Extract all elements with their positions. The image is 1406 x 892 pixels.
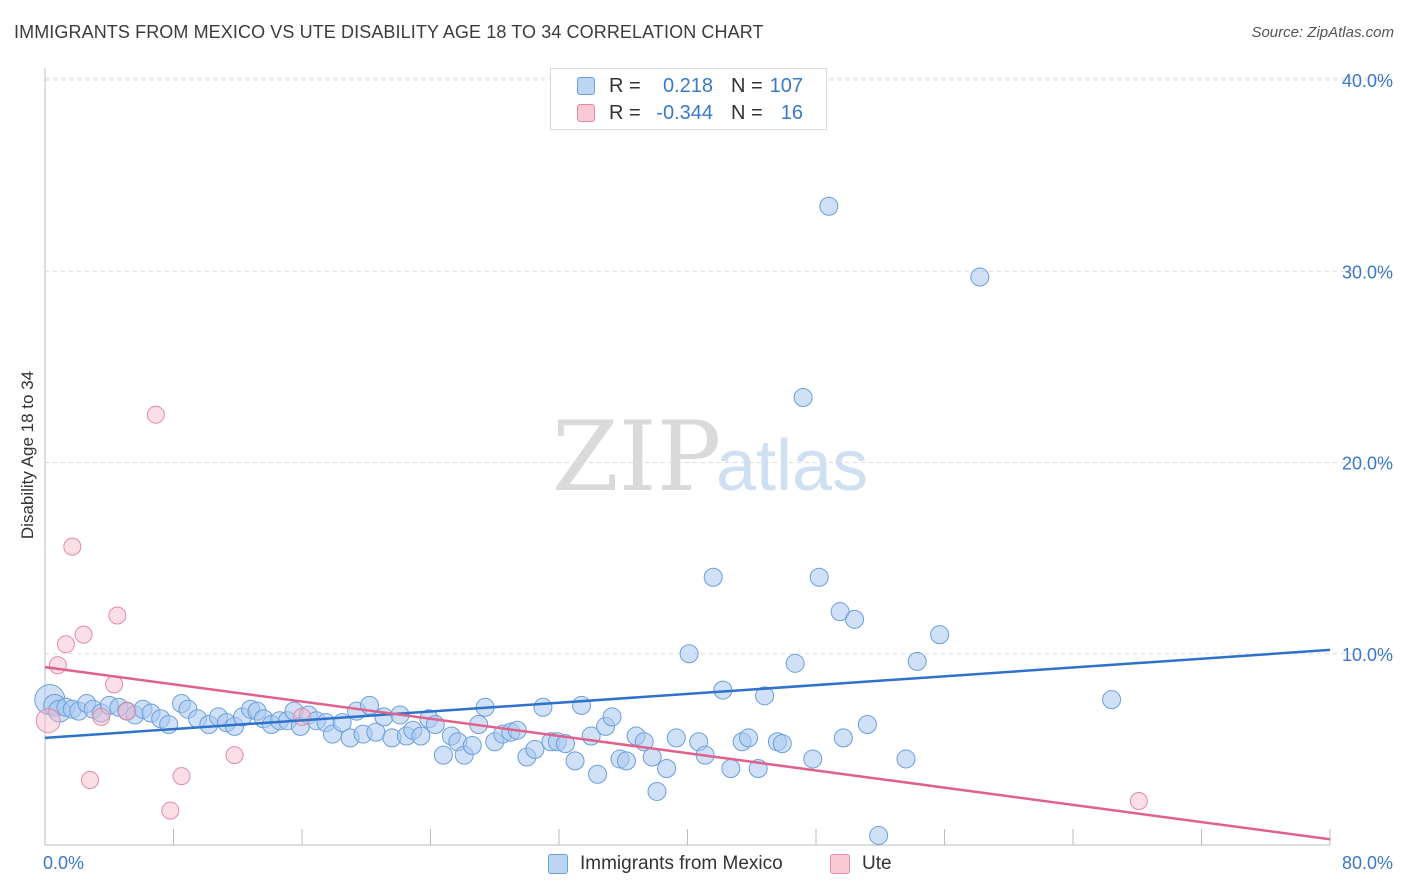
point-immigrants-from-mexico [588, 764, 608, 784]
point-immigrants-from-mexico [930, 625, 950, 645]
point-ute [1129, 792, 1148, 811]
point-immigrants-from-mexico [785, 653, 805, 673]
chart-title: IMMIGRANTS FROM MEXICO VS UTE DISABILITY… [14, 22, 764, 42]
point-immigrants-from-mexico [565, 751, 585, 771]
x-tick-label-max: 80.0% [1342, 853, 1393, 873]
legend-r-label: R = [609, 75, 641, 97]
point-immigrants-from-mexico [869, 825, 889, 845]
point-immigrants-from-mexico [819, 196, 839, 216]
point-immigrants-from-mexico [803, 749, 823, 769]
point-immigrants-from-mexico [809, 567, 829, 587]
point-immigrants-from-mexico [1102, 690, 1122, 710]
watermark-zip: ZIP [552, 401, 721, 513]
point-immigrants-from-mexico [642, 747, 662, 767]
legend-swatch-pink [577, 104, 595, 122]
point-ute [108, 606, 127, 625]
point-ute [172, 767, 191, 786]
series-legend: Immigrants from Mexico Ute [0, 852, 1406, 878]
y-axis-label: Disability Age 18 to 34 [18, 370, 37, 540]
point-immigrants-from-mexico [602, 707, 622, 727]
point-immigrants-from-mexico [793, 387, 813, 407]
watermark: ZIP atlas [552, 401, 868, 513]
point-immigrants-from-mexico [411, 726, 431, 746]
point-immigrants-from-mexico [525, 739, 545, 759]
point-immigrants-from-mexico [845, 609, 865, 629]
point-immigrants-from-mexico [647, 781, 667, 801]
legend-swatch-blue [577, 77, 595, 95]
tick-labels: 10.0% 20.0% 30.0% 40.0% 0.0% 80.0% [43, 71, 1393, 873]
point-ute [293, 707, 311, 726]
legend-row-mexico: R = 0.218 N = 107 [551, 73, 826, 101]
point-immigrants-from-mexico [533, 697, 553, 717]
point-immigrants-from-mexico [666, 728, 686, 748]
point-ute [48, 656, 67, 675]
point-immigrants-from-mexico [657, 759, 677, 778]
legend-r-value: 0.218 [662, 75, 713, 97]
point-ute [225, 746, 244, 765]
point-ute [117, 702, 136, 721]
point-ute [63, 537, 82, 556]
legend-row-ute: R = -0.344 N = 16 [551, 100, 826, 128]
point-immigrants-from-mexico [970, 267, 990, 287]
point-immigrants-from-mexico [755, 686, 775, 706]
point-ute [92, 707, 111, 726]
legend-label-immigrants-from-mexico: Immigrants from Mexico [580, 853, 783, 874]
point-immigrants-from-mexico [833, 728, 853, 748]
point-immigrants-from-mexico [907, 651, 927, 671]
legend-r-value: -0.344 [656, 102, 713, 124]
point-ute [56, 635, 75, 654]
point-immigrants-from-mexico [772, 734, 792, 754]
legend-label-ute: Ute [862, 853, 892, 874]
axes [44, 68, 1331, 846]
trendline-ute [44, 665, 1331, 841]
source-label: Source: ZipAtlas.com [1251, 24, 1394, 41]
legend-n-value: 16 [780, 102, 803, 124]
point-ute [74, 625, 93, 644]
point-immigrants-from-mexico [616, 751, 636, 771]
x-tick-label-min: 0.0% [43, 853, 84, 873]
point-immigrants-from-mexico [433, 745, 453, 765]
legend-swatch-blue [548, 854, 568, 874]
point-immigrants-from-mexico [896, 749, 916, 769]
gridlines [45, 77, 1392, 655]
point-immigrants-from-mexico [462, 736, 482, 756]
legend-r-label: R = [609, 102, 641, 124]
legend-n-label: N = [731, 75, 763, 97]
point-ute [80, 770, 99, 789]
legend-n-label: N = [731, 102, 763, 124]
point-ute [161, 801, 180, 820]
y-tick-label: 10.0% [1342, 645, 1393, 665]
legend-n-value: 107 [769, 75, 803, 97]
point-immigrants-from-mexico [703, 567, 723, 587]
point-immigrants-from-mexico [739, 728, 759, 748]
point-ute [146, 405, 165, 424]
point-immigrants-from-mexico [555, 734, 575, 754]
point-immigrants-from-mexico [571, 695, 591, 715]
y-tick-label: 20.0% [1342, 454, 1393, 474]
point-immigrants-from-mexico [679, 644, 699, 664]
trend-lines [44, 648, 1331, 841]
y-tick-label: 40.0% [1342, 71, 1393, 91]
legend-swatch-pink [830, 854, 850, 874]
watermark-atlas: atlas [716, 426, 868, 506]
trendline-immigrants-from-mexico [44, 648, 1331, 740]
point-ute [35, 708, 61, 734]
y-tick-label: 30.0% [1342, 262, 1393, 282]
point-immigrants-from-mexico [857, 715, 877, 735]
point-immigrants-from-mexico [721, 759, 741, 778]
series-immigrants-from-mexico [34, 196, 1122, 845]
correlation-legend: R = 0.218 N = 107 R = -0.344 N = 16 [550, 68, 827, 130]
